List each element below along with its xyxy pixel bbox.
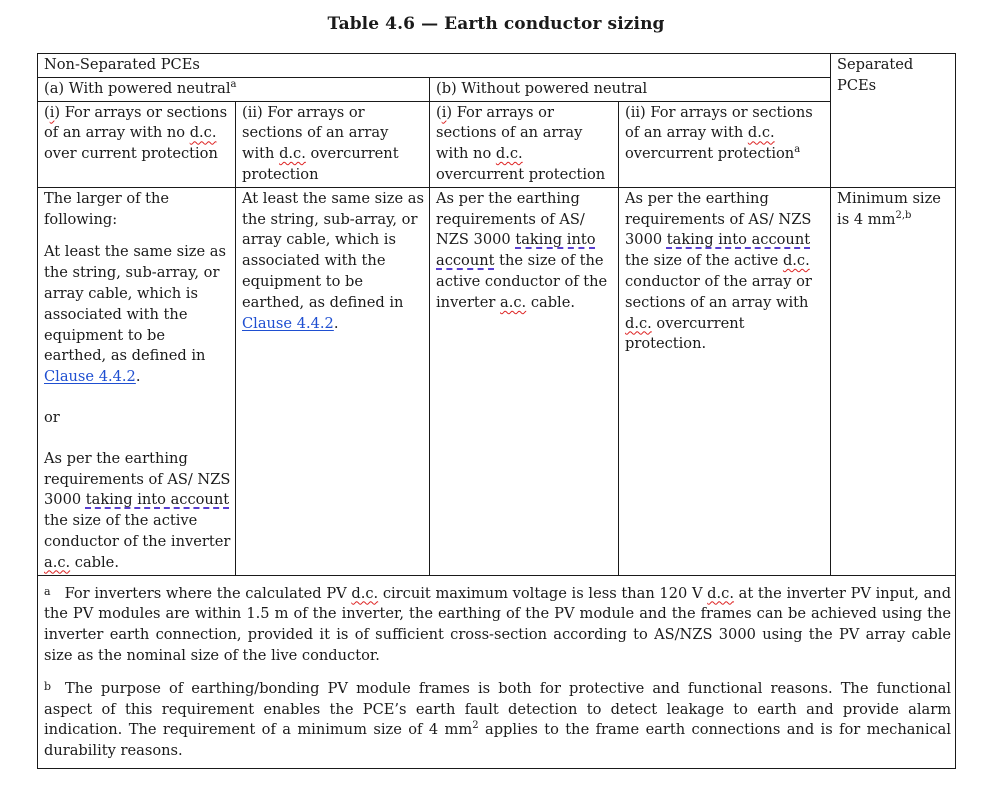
earth-conductor-table: Non-Separated PCEs Separated PCEs (a) Wi… (36, 53, 957, 769)
cell-a-ii: At least the same size as the string, su… (235, 186, 430, 576)
superscript-2b: 2,b (895, 209, 912, 221)
footnote-a: a For inverters where the calculated PV d… (44, 584, 952, 664)
header-without-powered-neutral: (b) Without powered neutral (428, 76, 832, 102)
subheader-b-i: (i) For arrays or sections of an array w… (429, 100, 619, 188)
cell-a-i-option-1: At least the same size as the string, su… (44, 243, 226, 386)
header-row-2: (a) With powered neutrala (b) Without po… (37, 76, 956, 102)
cell-a-i-or: or (44, 408, 60, 426)
spell-flag: d.c. (747, 124, 775, 142)
header-non-separated: Non-Separated PCEs (36, 53, 832, 78)
header-row-1: Non-Separated PCEs Separated PCEs (36, 53, 957, 188)
spell-flag: d.c. (279, 145, 306, 163)
spell-flag: d.c. (707, 584, 734, 602)
subheader-b-ii: (ii) For arrays or sections of an array … (617, 100, 832, 188)
cell-a-i-option-2: As per the earthing requirements of AS/ … (44, 449, 231, 571)
footnote-mark-a: a (44, 584, 51, 598)
header-separated: Separated PCEs (830, 53, 957, 188)
grammar-flag: taking into account (85, 491, 230, 509)
footnote-row: a For inverters where the calculated PV d… (36, 574, 957, 769)
spell-flag: d.c. (351, 584, 379, 602)
table-title: Table 4.6 — Earth conductor sizing (327, 14, 665, 34)
footnote-ref-a: a (230, 78, 237, 90)
cell-b-ii: As per the earthing requirements of AS/ … (617, 186, 832, 576)
spell-flag: d.c. (782, 252, 810, 270)
clause-4-4-2-link[interactable]: Clause 4.4.2 (242, 314, 334, 332)
cell-a-i: The larger of the following: At least th… (37, 186, 236, 576)
spell-flag: a.c. (44, 553, 71, 571)
spell-flag: d.c. (625, 314, 652, 332)
footnotes: a For inverters where the calculated PV d… (36, 574, 957, 769)
footnote-b: b The purpose of earthing/bonding PV modu… (44, 679, 952, 760)
subheader-a-ii: (ii) For arrays or sections of an array … (235, 100, 430, 188)
subheader-a-i: (i) For arrays or sections of an array w… (37, 100, 236, 188)
spell-flag: a.c. (500, 293, 527, 311)
cell-a-i-intro: The larger of the following: (44, 189, 170, 228)
grammar-flag: taking into account (436, 231, 596, 270)
body-row: The larger of the following: At least th… (37, 186, 957, 576)
footnote-ref-a: a (794, 144, 801, 156)
footnote-mark-b: b (44, 679, 52, 693)
cell-separated: Minimum size is 4 mm2,b (830, 186, 957, 576)
grammar-flag: taking into account (666, 231, 811, 249)
spell-flag: d.c. (495, 145, 523, 163)
header-row-3: (i) For arrays or sections of an array w… (37, 100, 956, 188)
spell-flag: d.c. (189, 124, 217, 142)
clause-4-4-2-link[interactable]: Clause 4.4.2 (44, 368, 136, 386)
cell-b-i: As per the earthing requirements of AS/ … (429, 186, 619, 576)
header-with-powered-neutral: (a) With powered neutrala (37, 76, 430, 102)
